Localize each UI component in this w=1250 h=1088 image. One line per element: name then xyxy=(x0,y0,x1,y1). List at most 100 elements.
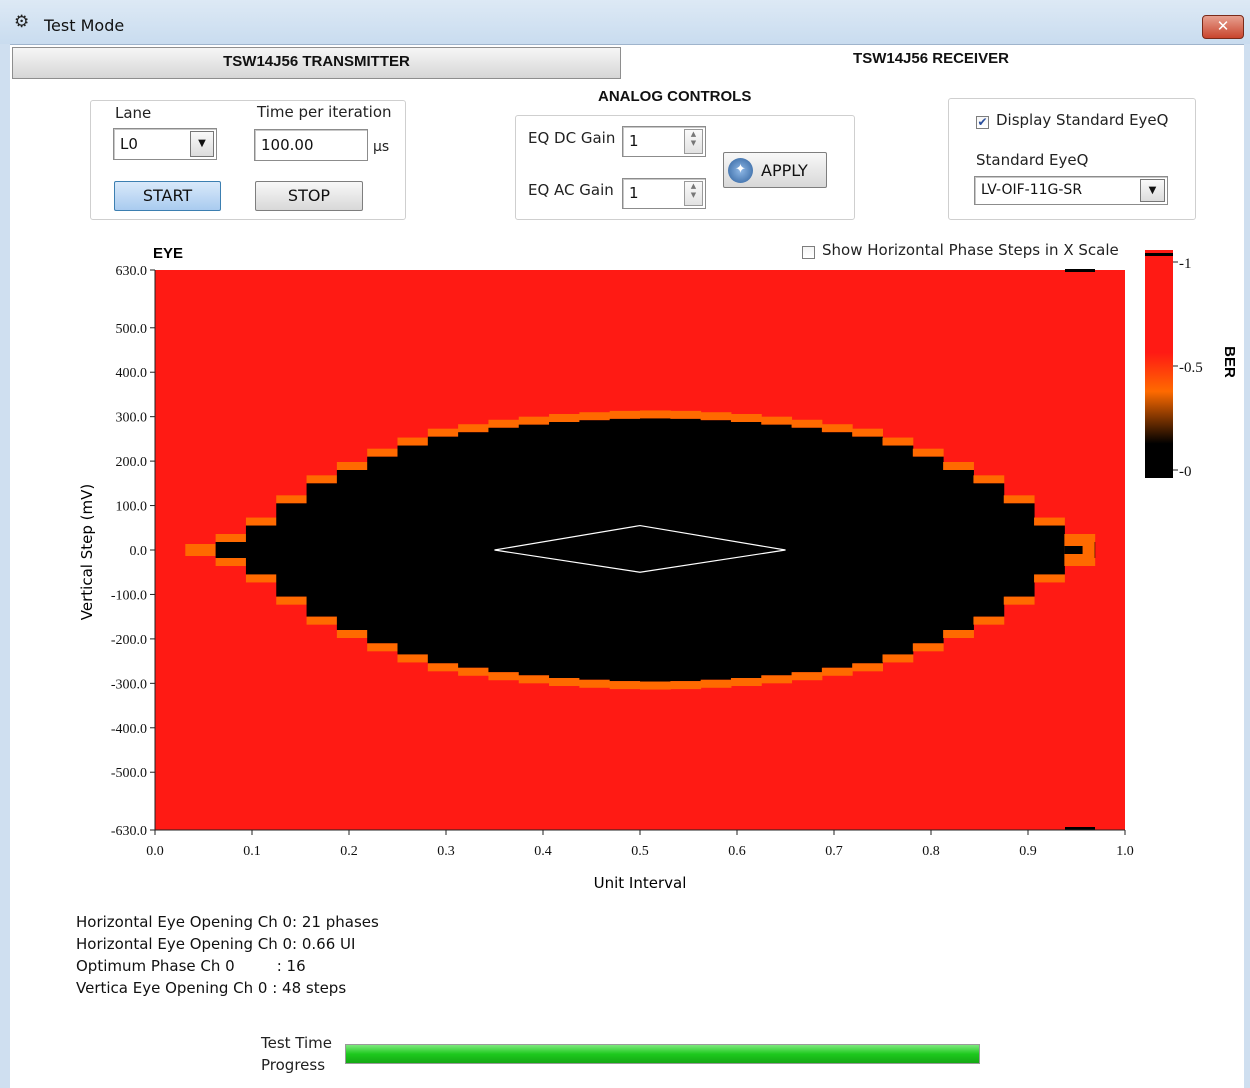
eye-cell-edge xyxy=(730,414,762,422)
eye-cell-edge xyxy=(700,412,732,421)
eye-cell-edge xyxy=(518,675,550,684)
x-tick-label: 0.9 xyxy=(1019,844,1037,859)
eye-cell-edge xyxy=(730,678,762,686)
eye-cell-edge xyxy=(882,654,914,663)
h-opening-ui: Horizontal Eye Opening Ch 0: 0.66 UI xyxy=(76,935,355,953)
y-tick-label: 100.0 xyxy=(116,500,148,515)
eye-cell-edge xyxy=(215,558,247,566)
eye-cell xyxy=(912,456,944,644)
analog-controls-title: ANALOG CONTROLS xyxy=(598,88,752,105)
eye-cell-edge xyxy=(336,630,368,638)
eye-cell-edge xyxy=(1064,534,1096,542)
x-tick-label: 0.4 xyxy=(534,844,552,859)
h-opening-phases: Horizontal Eye Opening Ch 0: 21 phases xyxy=(76,913,379,931)
eye-cell-edge xyxy=(1034,517,1065,526)
y-tick-label: 0.0 xyxy=(130,544,148,559)
y-tick-label: 630.0 xyxy=(116,264,148,279)
eq-ac-gain-stepper[interactable]: ▲ ▼ xyxy=(684,181,703,206)
y-tick-label: -300.0 xyxy=(111,677,147,692)
v-opening-value: : 48 steps xyxy=(272,979,347,997)
y-tick-label: -100.0 xyxy=(111,588,147,603)
eye-cell-edge xyxy=(1003,596,1035,605)
eye-cell xyxy=(518,424,550,676)
standard-eyeq-value: LV-OIF-11G-SR xyxy=(981,182,1083,198)
y-tick-label: -400.0 xyxy=(111,722,147,737)
eye-cell-edge xyxy=(609,681,641,690)
lane-label: Lane xyxy=(115,104,152,122)
eye-cell-edge xyxy=(670,681,702,690)
eye-cell xyxy=(973,483,1005,617)
eye-cell xyxy=(276,503,308,597)
x-tick-label: 1.0 xyxy=(1116,844,1134,859)
eye-cell xyxy=(397,445,429,655)
eye-cell xyxy=(427,436,459,664)
colorbar-label: BER xyxy=(1221,346,1238,378)
eye-cell-edge xyxy=(852,663,883,672)
apply-icon: ✦ xyxy=(728,158,753,183)
chevron-down-icon[interactable]: ▼ xyxy=(1140,179,1165,202)
display-standard-eyeq-checkbox[interactable]: ✔ xyxy=(976,116,989,129)
standard-eyeq-select[interactable]: LV-OIF-11G-SR xyxy=(974,176,1168,205)
start-button[interactable]: START xyxy=(114,181,221,211)
eye-cell-edge xyxy=(791,419,823,428)
eye-cell xyxy=(1034,525,1065,575)
eye-cell-edge xyxy=(761,675,793,684)
eye-cell xyxy=(367,456,398,644)
optimum-phase: Optimum Phase Ch 0: 16 xyxy=(76,957,306,975)
eye-cell xyxy=(458,432,489,668)
marker-top xyxy=(1065,269,1095,272)
check-icon: ✔ xyxy=(977,115,988,129)
eye-cell-edge xyxy=(761,416,793,425)
standard-eyeq-label: Standard EyeQ xyxy=(976,151,1089,169)
tab-transmitter[interactable]: TSW14J56 TRANSMITTER xyxy=(12,47,621,79)
y-tick-label: 400.0 xyxy=(116,366,148,381)
close-icon: ✕ xyxy=(1216,17,1230,35)
eye-cell xyxy=(215,542,247,558)
eye-cell-edge xyxy=(549,678,580,686)
close-button[interactable]: ✕ xyxy=(1202,15,1244,39)
eye-cell-edge xyxy=(821,667,853,676)
eq-ac-gain-label: EQ AC Gain xyxy=(528,181,614,199)
x-tick-label: 0.2 xyxy=(340,844,358,859)
y-tick-label: 200.0 xyxy=(116,455,148,470)
eye-cell-edge xyxy=(306,616,338,625)
progress-fill xyxy=(346,1045,979,1063)
eye-cell-edge xyxy=(1034,574,1065,583)
eye-cell-edge xyxy=(912,643,944,652)
eq-dc-gain-stepper[interactable]: ▲ ▼ xyxy=(684,129,703,154)
eye-cell-edge xyxy=(973,616,1005,625)
eye-cell xyxy=(609,418,641,682)
eye-cell xyxy=(549,422,580,678)
eye-cell-edge xyxy=(367,643,398,652)
show-phase-steps-checkbox[interactable] xyxy=(802,246,815,259)
colorbar-ramp xyxy=(1145,250,1173,478)
apply-button[interactable]: ✦ APPLY xyxy=(723,152,827,188)
tab-receiver[interactable]: TSW14J56 RECEIVER xyxy=(853,50,1009,67)
optimum-phase-value: : 16 xyxy=(276,957,306,975)
window-titlebar xyxy=(0,0,1250,45)
eye-cell-edge xyxy=(427,428,459,437)
h-opening-ui-label: Horizontal Eye Opening Ch 0: xyxy=(76,935,298,953)
chevron-down-icon[interactable]: ▼ xyxy=(190,131,214,157)
eye-cell-edge xyxy=(488,419,520,428)
eye-cell-edge xyxy=(882,437,914,446)
v-opening: Vertica Eye Opening Ch 0 : 48 steps xyxy=(76,979,346,997)
eye-cell-edge xyxy=(518,416,550,425)
time-per-iteration-input[interactable]: 100.00 xyxy=(254,129,368,161)
h-opening-ui-value: 0.66 UI xyxy=(301,935,356,953)
progress-label-line2: Progress xyxy=(261,1056,326,1074)
colorbar-marker xyxy=(1145,253,1173,256)
y-tick-label: 300.0 xyxy=(116,411,148,426)
eye-cell-edge xyxy=(397,437,429,446)
eye-cell xyxy=(1064,546,1083,554)
eye-cell-edge xyxy=(245,517,277,526)
eye-cell-edge xyxy=(640,410,671,419)
app-logo-icon: ⚙ xyxy=(14,12,30,32)
eye-cell-edge xyxy=(367,448,398,457)
x-tick-label: 0.0 xyxy=(146,844,164,859)
eye-cell xyxy=(730,422,762,678)
eye-cell-edge xyxy=(1003,495,1035,504)
show-phase-steps-label: Show Horizontal Phase Steps in X Scale xyxy=(822,241,1119,259)
stop-button[interactable]: STOP xyxy=(255,181,363,211)
eye-cell xyxy=(852,436,883,664)
